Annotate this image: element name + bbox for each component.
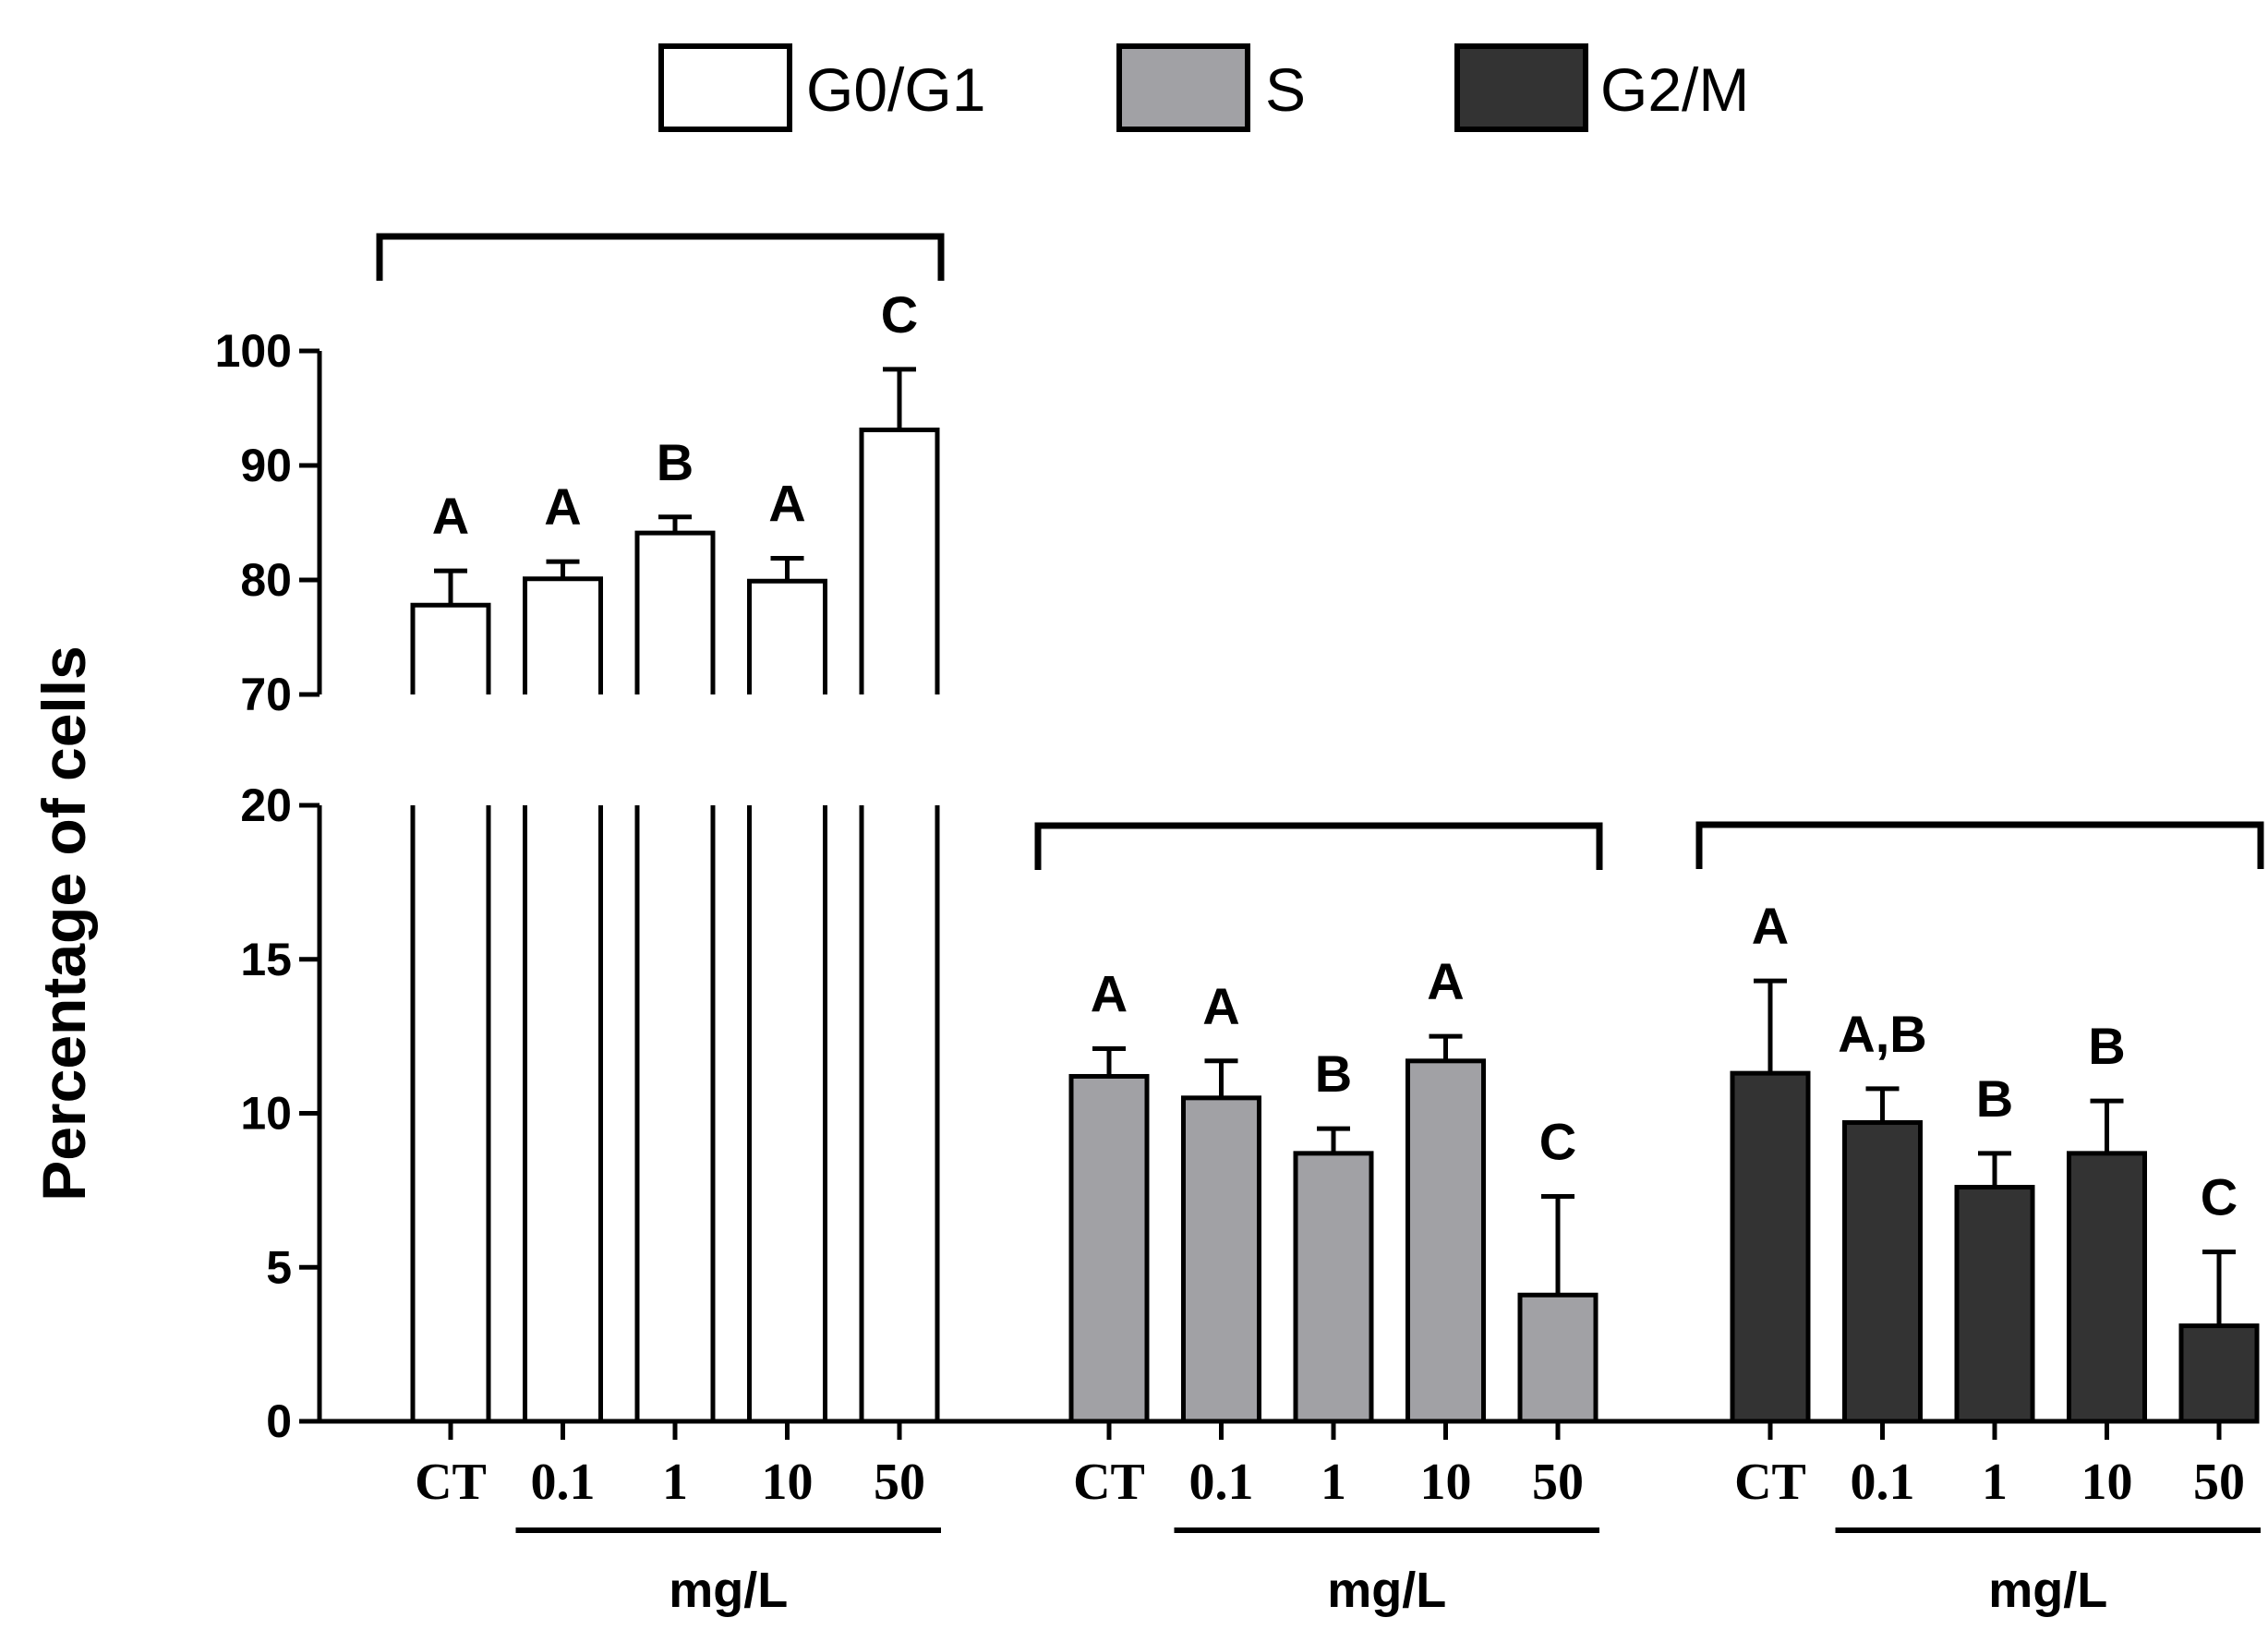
- bar-upper: [410, 602, 491, 694]
- group-S: CT 0.1 1 10 50 mg/L A A B A C: [1034, 822, 1603, 1618]
- unit-label: mg/L: [1327, 1563, 1446, 1618]
- bar: [1405, 1058, 1486, 1424]
- significance-letter: A,B: [1838, 1005, 1926, 1063]
- significance-letter: A: [768, 474, 805, 532]
- significance-letter: B: [1976, 1069, 2013, 1128]
- x-tick-label: 50: [2193, 1454, 2245, 1511]
- significance-letter: B: [2088, 1017, 2125, 1075]
- bar: [2067, 1151, 2147, 1424]
- x-tick-label: CT: [1734, 1454, 1806, 1511]
- bar: [1293, 1151, 1374, 1424]
- x-tick-label: 1: [662, 1454, 688, 1511]
- x-tick-label: 0.1: [1189, 1454, 1254, 1511]
- bar-lower: [523, 805, 603, 1424]
- x-tick-label: 1: [1982, 1454, 2008, 1511]
- x-tick-label: 0.1: [1851, 1454, 1915, 1511]
- y-tick-label: 90: [240, 440, 292, 491]
- y-axis: 0 5 10 15 20 70 80 90 100: [215, 325, 2253, 1447]
- legend-swatch-0: [658, 43, 792, 132]
- bar: [2178, 1323, 2260, 1424]
- y-tick-label: 10: [240, 1088, 292, 1140]
- x-tick-label: 1: [1321, 1454, 1346, 1511]
- significance-letter: A: [1427, 952, 1464, 1010]
- group-bracket: [1695, 821, 2264, 869]
- y-tick-label: 100: [215, 325, 292, 377]
- group-bracket: [1034, 822, 1603, 870]
- significance-letter: C: [2201, 1168, 2238, 1226]
- bar: [1517, 1292, 1598, 1424]
- significance-letter: A: [432, 487, 469, 545]
- group-G2/M: CT 0.1 1 10 50 mg/L A A,B B B C: [1695, 821, 2264, 1618]
- legend-label-2: G2/M: [1600, 55, 1749, 124]
- x-tick-label: CT: [1073, 1454, 1145, 1511]
- y-tick-label: 0: [266, 1395, 292, 1447]
- significance-letter: B: [1315, 1044, 1352, 1103]
- x-tick-label: 0.1: [531, 1454, 596, 1511]
- bar-lower: [747, 805, 827, 1424]
- legend-swatch-2: [1454, 43, 1588, 132]
- x-tick-label: 10: [1420, 1454, 1472, 1511]
- x-tick-label: 10: [762, 1454, 814, 1511]
- legend: G0/G1 S G2/M: [658, 43, 1749, 132]
- significance-letter: A: [1202, 977, 1239, 1035]
- significance-letter: C: [1539, 1113, 1576, 1171]
- bar-upper: [859, 428, 940, 694]
- bar-lower: [634, 805, 716, 1424]
- significance-letter: B: [657, 433, 694, 491]
- bar: [1842, 1120, 1923, 1424]
- significance-letter: A: [1091, 964, 1128, 1022]
- bar-lower: [410, 805, 491, 1424]
- bar: [1181, 1095, 1261, 1424]
- bar: [1068, 1073, 1150, 1424]
- legend-label-1: S: [1265, 55, 1306, 124]
- unit-label: mg/L: [669, 1563, 788, 1618]
- y-tick-label: 70: [240, 669, 292, 720]
- y-tick-label: 5: [266, 1241, 292, 1293]
- bar-lower: [859, 805, 940, 1424]
- bar-upper: [523, 576, 603, 694]
- y-tick-label: 20: [240, 779, 292, 831]
- significance-letter: A: [544, 477, 581, 536]
- legend-label-0: G0/G1: [806, 55, 985, 124]
- x-tick-label: 10: [2081, 1454, 2133, 1511]
- significance-letter: C: [881, 285, 918, 344]
- y-tick-label: 80: [240, 554, 292, 606]
- legend-swatch-1: [1116, 43, 1250, 132]
- y-tick-label: 15: [240, 934, 292, 985]
- bar: [1954, 1185, 2035, 1424]
- group-G0/G1: CT 0.1 1 10 50 mg/L A A B A C: [376, 233, 945, 1618]
- bar: [1730, 1070, 1811, 1424]
- x-tick-label: 50: [874, 1454, 925, 1511]
- bar-upper: [747, 578, 827, 694]
- unit-label: mg/L: [1988, 1563, 2107, 1618]
- group-bracket: [376, 233, 945, 281]
- significance-letter: A: [1752, 897, 1789, 955]
- y-axis-label: Percentage of cells: [30, 646, 98, 1201]
- bar-upper: [634, 530, 716, 694]
- x-tick-label: CT: [415, 1454, 487, 1511]
- x-tick-label: 50: [1532, 1454, 1584, 1511]
